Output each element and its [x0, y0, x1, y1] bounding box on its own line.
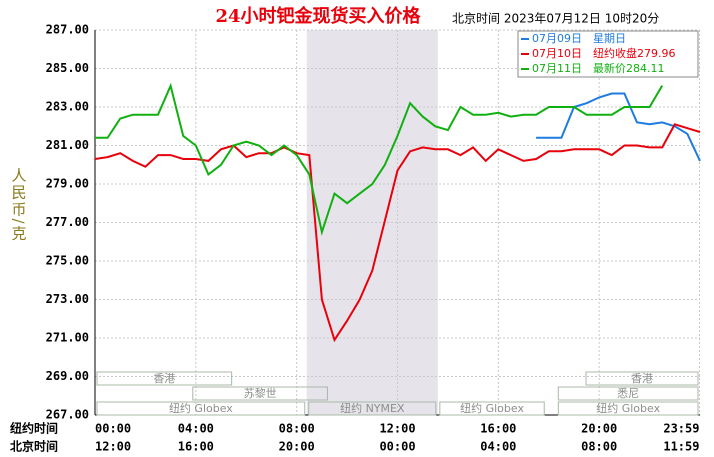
y-tick-label: 287.00: [46, 23, 89, 37]
x-tick-label: 23:59: [663, 422, 699, 436]
session-bar: [557, 401, 699, 416]
y-tick-label: 271.00: [46, 331, 89, 345]
session-bar: [557, 386, 699, 401]
price-line: [94, 123, 701, 343]
session-bar: [308, 401, 437, 416]
session-bar: [439, 401, 545, 416]
x-row-label: 纽约时间: [10, 421, 58, 436]
x-tick-label: 12:00: [95, 440, 131, 454]
x-tick-label: 16:00: [480, 422, 516, 436]
x-tick-label: 04:00: [178, 422, 214, 436]
y-tick-label: 269.00: [46, 369, 89, 383]
x-tick-label: 20:00: [581, 422, 617, 436]
legend-name: 07月10日: [532, 47, 582, 60]
legend-label: 最新价284.11: [593, 61, 665, 75]
chart-title: 24小时钯金现货买入价格: [215, 5, 421, 27]
y-tick-label: 283.00: [46, 100, 89, 114]
x-row-label: 北京时间: [10, 439, 58, 454]
y-tick-label: 275.00: [46, 254, 89, 268]
session-label: 纽约 Globex: [169, 401, 233, 415]
legend-name: 07月11日: [532, 62, 582, 75]
legend-label: 星期日: [593, 32, 626, 45]
y-tick-label: 285.00: [46, 61, 89, 75]
session-bar: [96, 401, 306, 416]
x-tick-label: 00:00: [379, 440, 415, 454]
price-line: [95, 82, 664, 236]
chart-subtitle: 北京时间 2023年07月12日 10时20分: [452, 12, 659, 26]
x-tick-label: 20:00: [279, 440, 315, 454]
y-tick-label: 281.00: [46, 138, 89, 152]
session-bar: [96, 371, 233, 386]
x-tick-label: 08:00: [279, 422, 315, 436]
x-tick-label: 04:00: [480, 440, 516, 454]
session-label: 纽约 NYMEX: [340, 401, 405, 415]
session-bar: [585, 371, 699, 386]
y-tick-label: 273.00: [46, 292, 89, 306]
legend-box: [517, 30, 699, 78]
x-tick-label: 12:00: [379, 422, 415, 436]
y-tick-label: 279.00: [46, 177, 89, 191]
x-tick-label: 16:00: [178, 440, 214, 454]
session-label: 纽约 Globex: [460, 401, 524, 415]
legend-label: 纽约收盘279.96: [593, 46, 676, 60]
session-label: 悉尼: [617, 387, 639, 400]
session-label: 苏黎世: [244, 386, 277, 400]
x-tick-label: 11:59: [663, 440, 699, 454]
legend-name: 07月09日: [532, 32, 582, 45]
y-tick-label: 267.00: [46, 408, 89, 422]
session-label: 香港: [631, 372, 653, 385]
y-tick-label: 277.00: [46, 215, 89, 229]
session-label: 香港: [153, 372, 175, 385]
session-bar: [192, 386, 328, 401]
x-tick-label: 08:00: [581, 440, 617, 454]
price-line: [536, 92, 701, 162]
session-label: 纽约 Globex: [596, 401, 660, 415]
y-axis-label: 人民币/克: [10, 167, 28, 242]
x-tick-label: 00:00: [95, 422, 131, 436]
